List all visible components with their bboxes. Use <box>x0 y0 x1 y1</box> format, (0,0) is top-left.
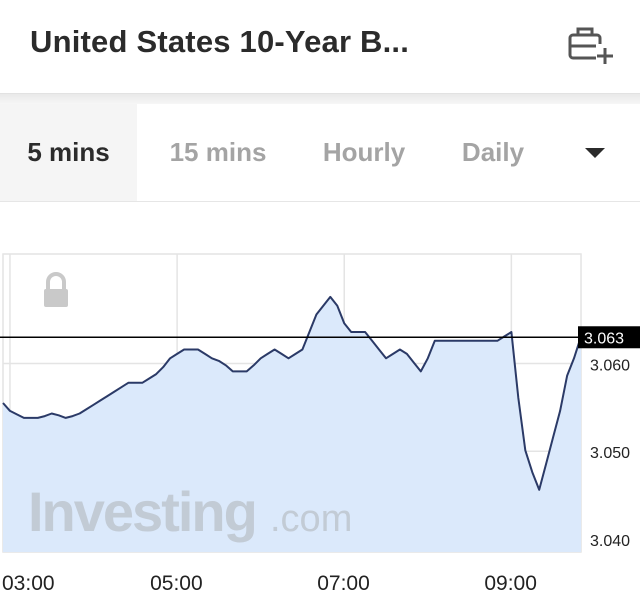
tab-daily[interactable]: Daily <box>461 137 525 167</box>
price-line <box>2 295 582 491</box>
tab-15-mins[interactable]: 15 mins <box>169 137 267 167</box>
y-tick-label: 3.050 <box>590 445 630 462</box>
axis-ticks: 03:00 05:00 07:00 09:00 3.060 3.050 3.040 <box>2 358 630 595</box>
x-tick-label: 09:00 <box>484 572 537 595</box>
current-price-label: 3.063 <box>584 330 624 347</box>
investing-watermark: Investing .com <box>28 480 352 543</box>
y-tick-label: 3.040 <box>590 533 630 550</box>
price-area-fill <box>3 296 581 552</box>
x-tick-label: 07:00 <box>317 572 370 595</box>
x-tick-label: 05:00 <box>150 572 203 595</box>
tab-hourly[interactable]: Hourly <box>322 137 406 167</box>
timeframe-tabs: 5 mins 15 mins Hourly Daily <box>0 104 640 202</box>
header-divider <box>0 94 640 104</box>
caret-down-icon <box>585 147 605 158</box>
lock-icon[interactable] <box>44 272 68 307</box>
instrument-title: United States 10-Year B... <box>30 24 410 59</box>
x-tick-label: 03:00 <box>2 572 55 595</box>
watermark-brand: Investing <box>28 480 256 543</box>
briefcase-plus-icon <box>568 27 614 64</box>
app-header: United States 10-Year B... <box>0 0 640 94</box>
tab-5-mins[interactable]: 5 mins <box>0 104 137 201</box>
price-chart[interactable]: Investing .com 03:00 05:00 07:00 09:00 3.060… <box>0 202 640 609</box>
watermark-suffix: .com <box>270 498 352 540</box>
y-tick-label: 3.060 <box>590 358 630 375</box>
add-to-portfolio-button[interactable] <box>562 22 618 70</box>
current-price-tag: 3.063 <box>578 326 640 349</box>
chart-svg: Investing .com 03:00 05:00 07:00 09:00 3.060… <box>0 253 640 595</box>
timeframe-dropdown[interactable] <box>570 104 620 201</box>
